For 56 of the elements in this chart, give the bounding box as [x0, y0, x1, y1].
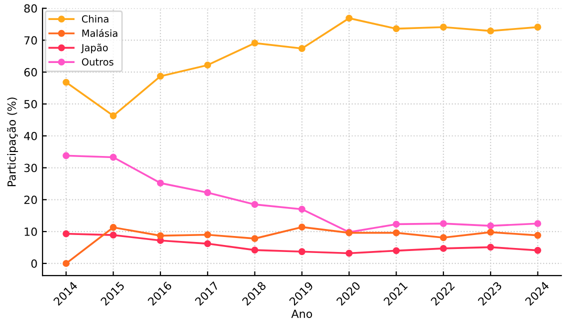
point — [440, 24, 447, 31]
point — [156, 232, 164, 240]
point — [110, 154, 117, 161]
point — [110, 112, 117, 120]
point — [487, 222, 494, 230]
point — [251, 246, 258, 254]
legend-label: Malásia — [82, 28, 118, 37]
y-tick-label: 70 — [24, 36, 37, 45]
point — [298, 248, 306, 256]
point — [204, 189, 212, 196]
point — [298, 224, 306, 231]
point — [110, 232, 117, 239]
point — [251, 200, 258, 208]
y-tick-label: 10 — [24, 228, 37, 236]
point — [534, 246, 542, 254]
legend-label: Japão — [80, 44, 108, 54]
point — [534, 220, 542, 228]
point — [62, 260, 70, 267]
point — [204, 240, 212, 248]
y-tick-label: 0 — [31, 259, 37, 268]
point — [440, 234, 447, 242]
point — [392, 229, 400, 236]
point — [156, 72, 164, 80]
y-axis-title: Participação (%) — [7, 98, 18, 186]
point — [440, 244, 447, 252]
x-axis-title: Ano — [291, 310, 312, 318]
point — [204, 62, 212, 69]
point — [346, 14, 353, 22]
point — [346, 250, 353, 257]
point — [204, 231, 212, 238]
point — [251, 40, 258, 47]
legend-label: China — [82, 15, 108, 23]
point — [62, 78, 70, 86]
y-tick-label: 30 — [24, 164, 37, 172]
point — [392, 25, 400, 32]
point — [487, 27, 494, 34]
point — [298, 206, 306, 213]
point — [110, 224, 117, 231]
legend-label: Outros — [82, 58, 114, 66]
point — [487, 244, 494, 251]
y-tick-label: 80 — [24, 4, 37, 13]
point — [392, 247, 400, 254]
point — [440, 220, 447, 228]
point — [487, 228, 494, 236]
point — [534, 232, 542, 239]
point — [298, 45, 306, 52]
point — [62, 230, 70, 238]
point — [62, 152, 70, 160]
point — [251, 235, 258, 242]
y-tick-label: 60 — [24, 68, 37, 76]
y-tick-label: 20 — [24, 196, 37, 204]
point — [392, 220, 400, 228]
y-tick-label: 40 — [24, 132, 37, 140]
point — [156, 180, 164, 187]
y-tick-label: 50 — [24, 100, 37, 108]
point — [534, 24, 542, 31]
